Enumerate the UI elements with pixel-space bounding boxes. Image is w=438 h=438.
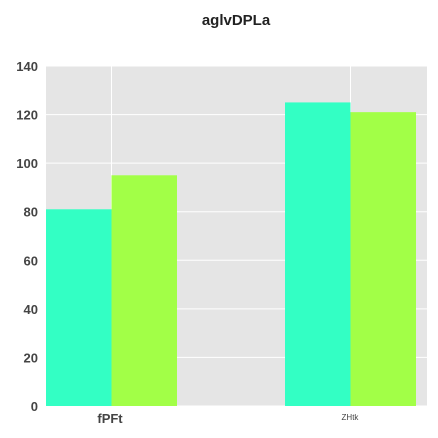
y-tick-label: 80 — [24, 205, 38, 220]
y-tick-label: 120 — [16, 108, 38, 123]
y-tick-label: 60 — [24, 253, 38, 268]
x-tick-label: fPFt — [97, 411, 123, 426]
bars — [46, 102, 416, 407]
y-tick-label: 140 — [16, 59, 38, 74]
bar-ZHtk-series-1 — [285, 102, 351, 406]
y-tick-label: 100 — [16, 156, 38, 171]
y-tick-label: 40 — [24, 302, 38, 317]
x-tick-label: ZHtk — [342, 413, 360, 422]
y-tick-label: 0 — [31, 399, 38, 414]
bar-ZHtk-series-2 — [350, 112, 416, 407]
chart-title: aglvDPLa — [202, 12, 271, 29]
y-axis-ticks: 0 20 40 60 80 100 120 140 — [16, 59, 38, 414]
y-tick-label: 20 — [24, 350, 38, 365]
bar-fPFt-series-1 — [46, 209, 112, 406]
x-axis-ticks: fPFt ZHtk — [97, 411, 359, 426]
bar-fPFt-series-2 — [111, 175, 177, 406]
